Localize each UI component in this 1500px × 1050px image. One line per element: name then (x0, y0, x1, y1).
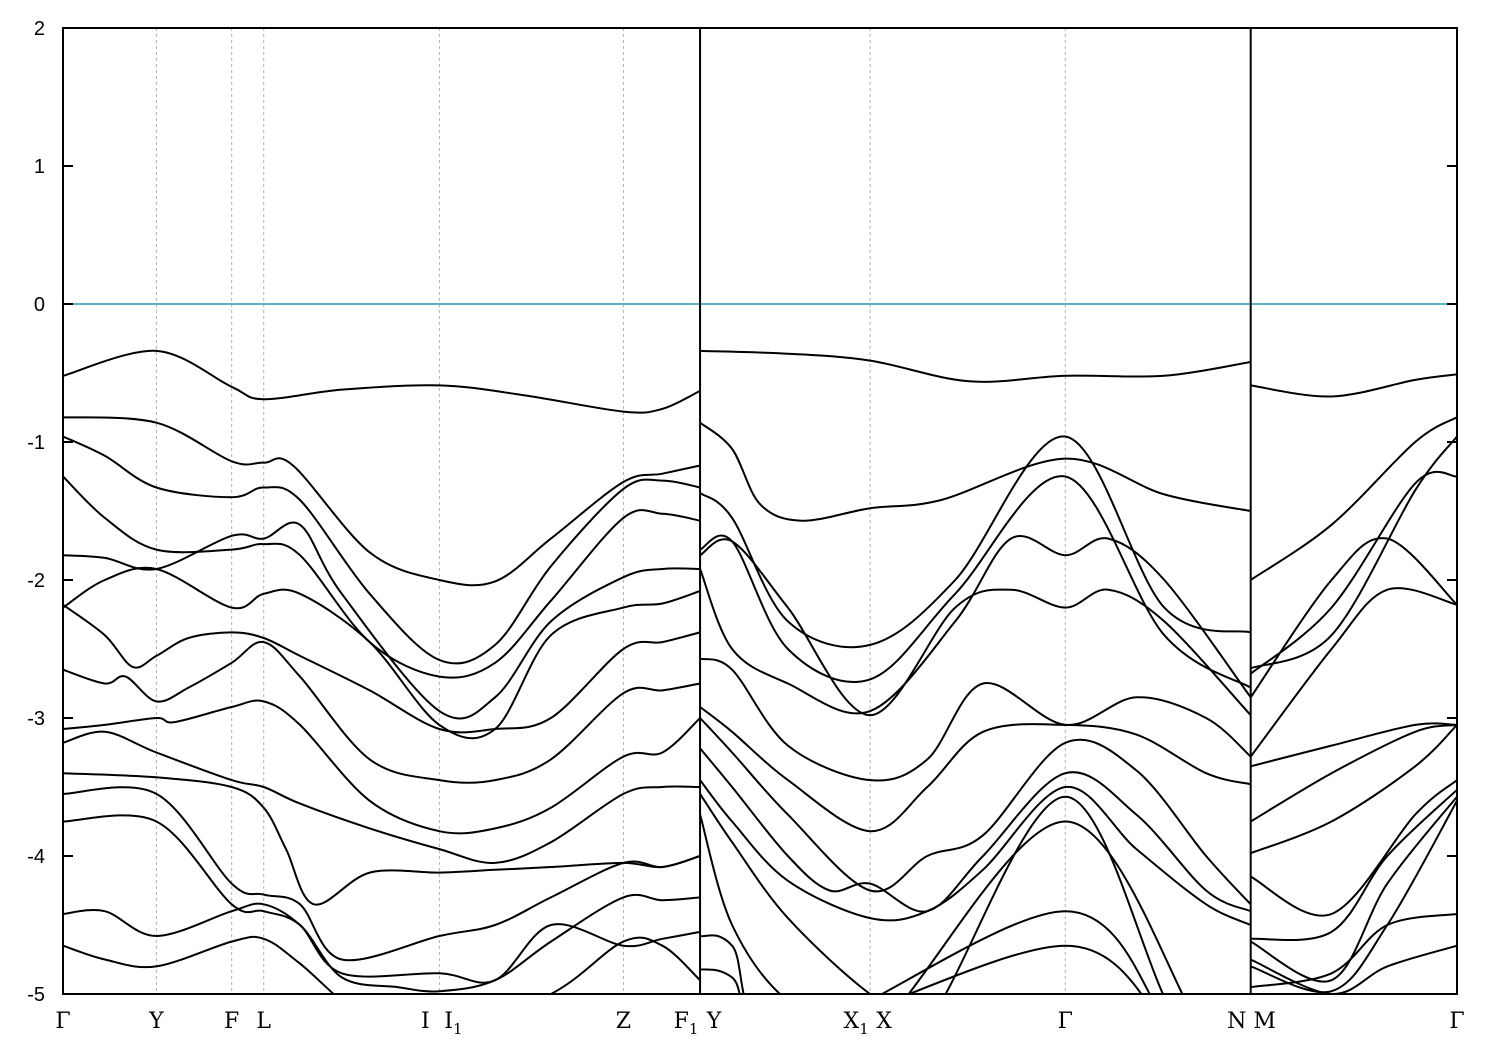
band-curve-7 (699, 657, 1252, 782)
band-curve-15 (699, 944, 1143, 994)
band-curve-5 (63, 521, 701, 720)
y-tick-label: -3 (27, 708, 45, 730)
band-curve-2 (63, 416, 701, 587)
segment-dividers (699, 28, 1252, 994)
kpoint-label: L (256, 1009, 271, 1034)
band-curve-6 (63, 566, 701, 740)
band-curve-11 (1250, 789, 1457, 942)
plot-frame (62, 27, 1458, 995)
kpoint-label: I1 (444, 1009, 462, 1038)
band-curve-1 (1250, 373, 1457, 398)
y-axis-ticks: 2 1 0 -1 -2 -3 -4 -5 (27, 18, 1457, 1006)
kpoint-label: Y (148, 1009, 164, 1034)
y-tick-label: 2 (34, 18, 45, 40)
band-curve-15 (63, 935, 701, 994)
band-curve-9 (699, 717, 1252, 905)
band-curve-13 (63, 814, 701, 993)
kpoint-label: F (224, 1009, 239, 1034)
kpoint-label: Y (706, 1009, 722, 1034)
band-curve-6 (1249, 587, 1457, 758)
kpoint-label: Z (616, 1009, 631, 1034)
band-curve-3 (63, 435, 701, 665)
band-curve-7 (1250, 722, 1457, 768)
band-curve-3 (699, 435, 1251, 649)
kpoint-label: M (1253, 1009, 1276, 1034)
band-curve-5 (699, 535, 1252, 715)
band-curve-9 (1250, 724, 1457, 855)
band-curve-1 (63, 349, 701, 414)
kpoint-label: Γ (1058, 1009, 1073, 1034)
band-curve-10 (699, 747, 1252, 913)
y-tick-label: -5 (27, 984, 45, 1006)
band-curve-2 (1250, 416, 1457, 581)
kpoint-label: Γ (1449, 1009, 1464, 1034)
band-curve-3 (1250, 435, 1457, 670)
band-curves (63, 349, 1457, 994)
band-curve-2 (699, 421, 1251, 522)
kpoint-label: Γ (55, 1009, 70, 1034)
band-curve-4 (699, 475, 1252, 689)
band-curve-11 (63, 772, 701, 906)
y-tick-label: 0 (34, 294, 45, 316)
band-curve-14 (699, 910, 1151, 994)
y-tick-label: 1 (34, 156, 45, 178)
band-curve-15 (1250, 944, 1457, 994)
y-tick-label: -2 (27, 570, 45, 592)
band-curve-13 (1250, 800, 1457, 994)
x-axis-kpoint-labels: Γ Y F L I I1 Z F1 Y X1 X Γ N M Γ (55, 1009, 1464, 1038)
y-tick-label: -1 (27, 432, 45, 454)
kpoint-label: N (1227, 1009, 1246, 1034)
y-tick-label: -4 (27, 846, 45, 868)
band-curve-5 (1249, 537, 1457, 698)
band-curve-13 (699, 814, 1184, 994)
band-curve-8 (699, 706, 1251, 833)
band-curve-1 (700, 349, 1251, 383)
band-curve-12 (1250, 796, 1457, 983)
kpoint-label: X1 (844, 1009, 869, 1038)
band-curve-14 (63, 902, 701, 984)
band-curve-10 (63, 730, 701, 864)
band-curve-9 (63, 699, 701, 835)
band-curve-11 (699, 779, 1252, 926)
kpoint-label: I (421, 1009, 430, 1034)
band-curve-8 (1250, 723, 1457, 823)
band-curve-8 (63, 641, 701, 784)
band-curve-14 (1250, 913, 1457, 989)
band-curve-7 (63, 603, 701, 734)
band-curve-6 (699, 538, 1252, 717)
band-curve-4 (1250, 470, 1457, 675)
kpoint-label: X (876, 1009, 892, 1034)
kpoint-grid-lines (155, 28, 1252, 994)
kpoint-label: F1 (674, 1009, 699, 1038)
band-curve-12 (63, 786, 701, 962)
band-curve-12 (699, 793, 1165, 994)
band-curve-10 (1250, 779, 1457, 917)
